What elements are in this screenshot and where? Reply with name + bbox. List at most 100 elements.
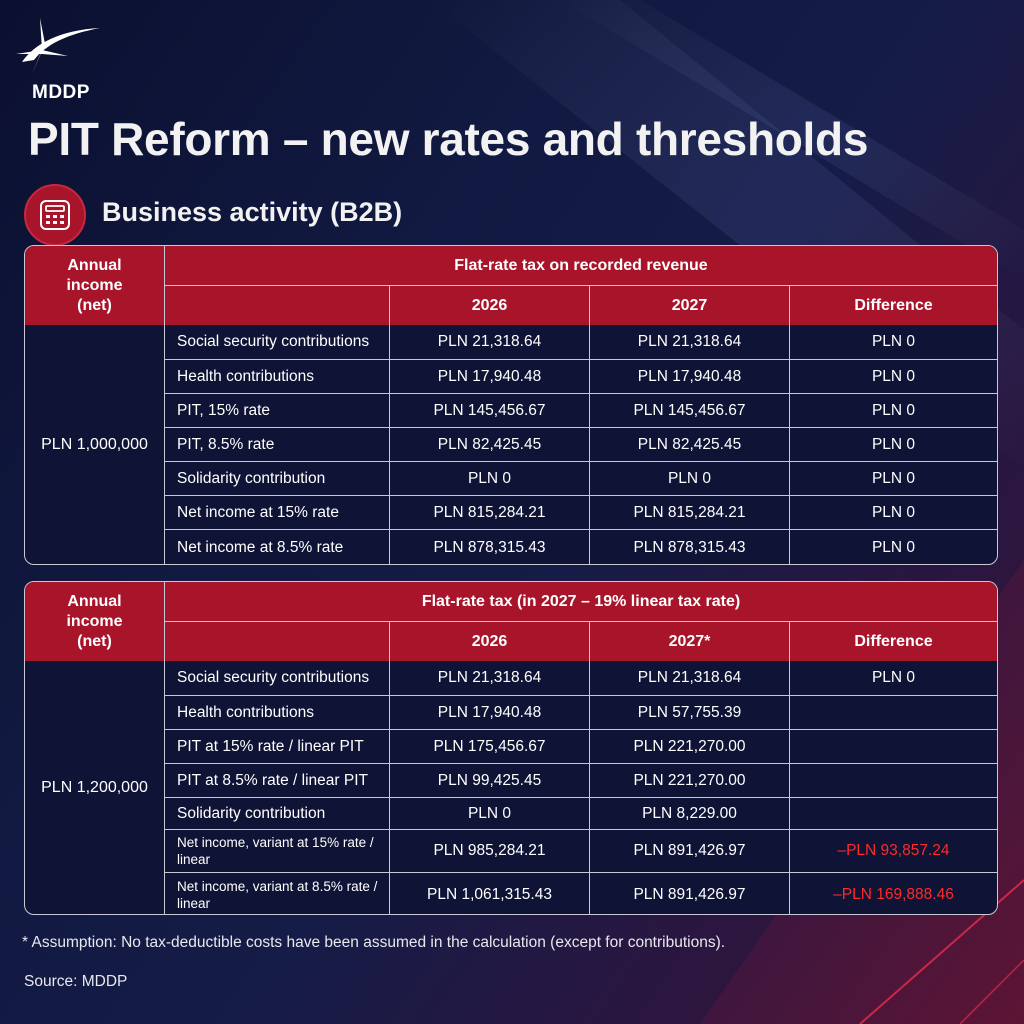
value-2026: PLN 815,284.21 — [389, 496, 589, 529]
value-2026: PLN 21,318.64 — [389, 661, 589, 695]
table-row: Social security contributions PLN 21,318… — [165, 661, 997, 695]
value-2027: PLN 8,229.00 — [589, 798, 789, 829]
row-label: Net income at 8.5% rate — [177, 538, 344, 556]
logo-text: MDDP — [32, 82, 90, 103]
row-label: PIT, 15% rate — [177, 401, 271, 419]
table-body: Social security contributions PLN 21,318… — [165, 325, 997, 564]
value-difference: PLN 0 — [789, 661, 997, 695]
table-row: Health contributions PLN 17,940.48 PLN 1… — [165, 359, 997, 393]
value-2026: PLN 175,456.67 — [389, 730, 589, 763]
annual-income-value: PLN 1,000,000 — [25, 325, 165, 564]
annual-income-value: PLN 1,200,000 — [25, 661, 165, 914]
row-label: Solidarity contribution — [177, 469, 326, 487]
value-2027: PLN 891,426.97 — [589, 873, 789, 914]
tax-table-linear-rate: Annual income (net) Flat-rate tax (in 20… — [24, 581, 998, 915]
row-label: Solidarity contribution — [177, 804, 326, 822]
table-row: PIT at 8.5% rate / linear PIT PLN 99,425… — [165, 763, 997, 797]
value-2027: PLN 17,940.48 — [589, 360, 789, 393]
value-difference: PLN 0 — [789, 462, 997, 495]
value-2026: PLN 17,940.48 — [389, 696, 589, 729]
column-header-2026: 2026 — [389, 622, 589, 661]
value-difference: PLN 0 — [789, 530, 997, 564]
table-row: Solidarity contribution PLN 0 PLN 8,229.… — [165, 797, 997, 829]
star-swoosh-icon — [16, 18, 100, 74]
table-row: Net income, variant at 8.5% rate / linea… — [165, 872, 997, 914]
source-note: Source: MDDP — [24, 973, 128, 990]
annual-income-header: Annual income (net) — [25, 582, 165, 661]
label-column-header — [165, 286, 389, 325]
row-label: PIT at 8.5% rate / linear PIT — [177, 771, 368, 789]
section-title: Business activity (B2B) — [102, 197, 403, 227]
value-2027: PLN 815,284.21 — [589, 496, 789, 529]
value-difference-negative: –PLN 169,888.46 — [789, 873, 997, 914]
value-2026: PLN 878,315.43 — [389, 530, 589, 564]
table-title: Flat-rate tax (in 2027 – 19% linear tax … — [165, 582, 997, 622]
table-header: Flat-rate tax on recorded revenue 2026 2… — [165, 246, 997, 325]
table-row: Health contributions PLN 17,940.48 PLN 5… — [165, 695, 997, 729]
table-row: Net income, variant at 15% rate / linear… — [165, 829, 997, 872]
value-2026: PLN 0 — [389, 462, 589, 495]
value-difference-negative: –PLN 93,857.24 — [789, 830, 997, 872]
value-difference — [789, 730, 997, 763]
value-2027: PLN 145,456.67 — [589, 394, 789, 427]
value-2026: PLN 82,425.45 — [389, 428, 589, 461]
row-label: PIT, 8.5% rate — [177, 435, 275, 453]
calculator-icon — [24, 184, 86, 246]
label-column-header — [165, 622, 389, 661]
table-row: Net income at 15% rate PLN 815,284.21 PL… — [165, 495, 997, 529]
value-2026: PLN 17,940.48 — [389, 360, 589, 393]
value-difference: PLN 0 — [789, 496, 997, 529]
column-header-2027: 2027 — [589, 286, 789, 325]
value-difference: PLN 0 — [789, 394, 997, 427]
value-difference — [789, 764, 997, 797]
table-row: PIT, 15% rate PLN 145,456.67 PLN 145,456… — [165, 393, 997, 427]
value-2026: PLN 99,425.45 — [389, 764, 589, 797]
row-label: Net income, variant at 8.5% rate / linea… — [177, 878, 378, 911]
table-body: Social security contributions PLN 21,318… — [165, 661, 997, 914]
row-label: Health contributions — [177, 367, 314, 385]
annual-income-header: Annual income (net) — [25, 246, 165, 325]
income-header-line: (net) — [77, 632, 112, 650]
value-2027: PLN 221,270.00 — [589, 764, 789, 797]
income-header-line: Annual — [67, 592, 122, 610]
row-label: Net income at 15% rate — [177, 503, 339, 521]
table-header: Flat-rate tax (in 2027 – 19% linear tax … — [165, 582, 997, 661]
value-2027: PLN 21,318.64 — [589, 661, 789, 695]
value-2027: PLN 878,315.43 — [589, 530, 789, 564]
value-2027: PLN 891,426.97 — [589, 830, 789, 872]
table-row: Social security contributions PLN 21,318… — [165, 325, 997, 359]
value-difference: PLN 0 — [789, 360, 997, 393]
column-header-2026: 2026 — [389, 286, 589, 325]
row-label: Social security contributions — [177, 333, 370, 350]
value-difference — [789, 696, 997, 729]
column-header-difference: Difference — [789, 622, 997, 661]
table-row: PIT, 8.5% rate PLN 82,425.45 PLN 82,425.… — [165, 427, 997, 461]
value-2026: PLN 1,061,315.43 — [389, 873, 589, 914]
value-2027: PLN 57,755.39 — [589, 696, 789, 729]
row-label: Social security contributions — [177, 669, 370, 686]
value-difference: PLN 0 — [789, 428, 997, 461]
value-2026: PLN 985,284.21 — [389, 830, 589, 872]
row-label: PIT at 15% rate / linear PIT — [177, 737, 364, 755]
table-row: Solidarity contribution PLN 0 PLN 0 PLN … — [165, 461, 997, 495]
row-label: Health contributions — [177, 703, 314, 721]
table-row: PIT at 15% rate / linear PIT PLN 175,456… — [165, 729, 997, 763]
income-header-line: Annual — [67, 256, 122, 274]
row-label: Net income, variant at 15% rate / linear — [177, 835, 374, 867]
table-title: Flat-rate tax on recorded revenue — [165, 246, 997, 286]
value-difference: PLN 0 — [789, 325, 997, 359]
income-header-line: income — [66, 612, 123, 630]
income-header-line: income — [66, 276, 123, 294]
income-header-line: (net) — [77, 296, 112, 314]
mddp-logo: MDDP — [12, 14, 122, 103]
value-2026: PLN 21,318.64 — [389, 325, 589, 359]
column-header-2027: 2027* — [589, 622, 789, 661]
value-difference — [789, 798, 997, 829]
value-2026: PLN 145,456.67 — [389, 394, 589, 427]
tax-table-flat-rate-revenue: Annual income (net) Flat-rate tax on rec… — [24, 245, 998, 565]
value-2026: PLN 0 — [389, 798, 589, 829]
column-header-difference: Difference — [789, 286, 997, 325]
value-2027: PLN 21,318.64 — [589, 325, 789, 359]
footnote: * Assumption: No tax-deductible costs ha… — [22, 934, 726, 951]
table-row: Net income at 8.5% rate PLN 878,315.43 P… — [165, 529, 997, 564]
